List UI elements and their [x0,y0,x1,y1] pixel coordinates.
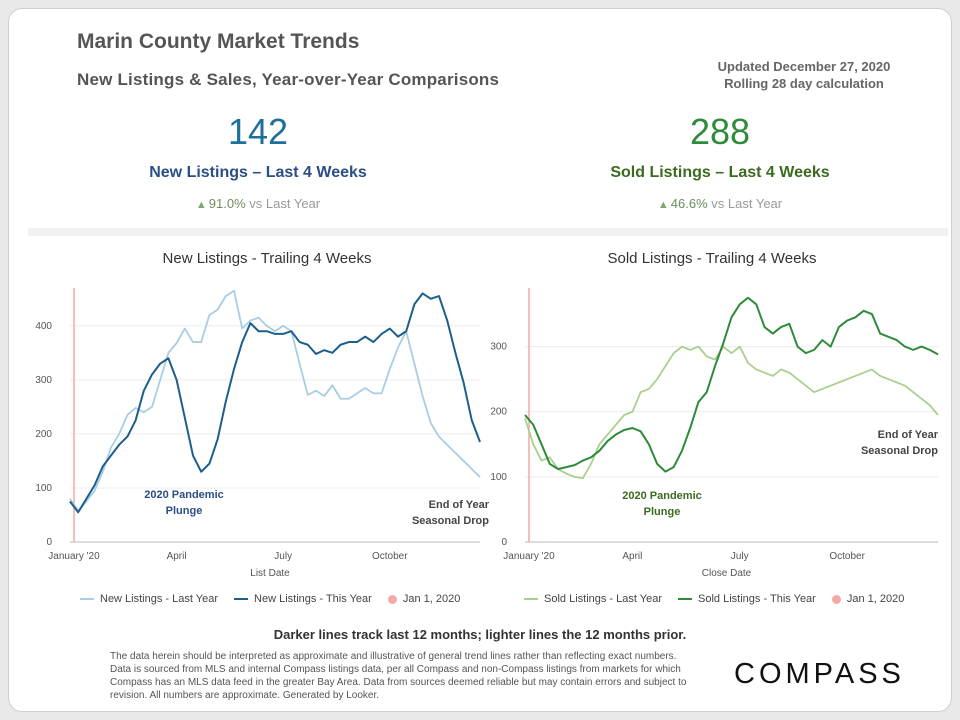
kpi-new-value: 142 [227,111,289,152]
series-line-last-year [69,289,481,512]
legend-label: New Listings - This Year [254,593,372,605]
legend-item-new-last-year[interactable]: New Listings - Last Year [80,593,218,605]
kpi-new-listings: 142 New Listings – Last 4 Weeks ▲ 91.0% v… [98,110,418,211]
x-axis-label: List Date [250,568,290,579]
kpi-sold-change-text: vs Last Year [711,196,783,211]
y-tick-label: 0 [46,537,52,548]
legend-label: Jan 1, 2020 [846,593,905,605]
section-divider [28,228,948,236]
page-subtitle: New Listings & Sales, Year-over-Year Com… [77,70,500,89]
legend-label: New Listings - Last Year [100,593,219,605]
annotation-text: Plunge [644,506,681,518]
sold-listings-chart: 0 100 200 300 January '20 April July October Clo… [490,288,939,579]
annotation-text: Seasonal Drop [861,445,938,457]
update-info: Updated December 27, 2020 Rolling 28 day… [694,58,914,92]
disclaimer: The data herein should be interpreted as… [110,651,687,701]
compass-logo: COMPASS [734,658,905,690]
y-tick-label: 0 [501,537,507,548]
x-axis-label: Close Date [702,568,752,579]
kpi-sold-change-pct: 46.6% [670,196,708,211]
rolling-note: Rolling 28 day calculation [724,76,884,91]
legend-swatch [524,598,538,600]
updated-date: Updated December 27, 2020 [717,59,891,74]
sold-listings-legend: Sold Listings - Last Year Sold Listings … [524,593,904,605]
series-line-this-year [69,292,481,514]
legend-label: Sold Listings - This Year [698,593,816,605]
y-tick-label: 200 [35,429,52,440]
legend-item-sold-last-year[interactable]: Sold Listings - Last Year [524,593,662,605]
series-line-this-year [524,296,939,473]
x-tick-label: April [622,551,642,562]
legend-item-jan-marker[interactable]: Jan 1, 2020 [387,593,461,605]
kpi-new-label: New Listings – Last 4 Weeks [149,164,367,181]
up-triangle-icon: ▲ [657,199,669,211]
legend-swatch [678,598,693,600]
y-tick-label: 300 [35,375,52,386]
kpi-sold-change: ▲ 46.6% vs Last Year [560,196,880,211]
annotation-text: Seasonal Drop [412,515,489,527]
annotation-text: Plunge [166,505,203,517]
new-listings-chart: 0 100 200 300 400 January '20 April July October… [35,288,490,579]
page-title: Marin County Market Trends [77,30,360,53]
legend-dot [387,594,397,604]
annotation-text: 2020 Pandemic [144,489,224,501]
kpi-sold-value: 288 [689,111,751,152]
footer-note: Darker lines track last 12 months; light… [273,627,687,642]
x-tick-label: October [372,551,408,562]
legend-swatch [234,598,249,600]
new-listings-chart-title: New Listings - Trailing 4 Weeks [162,250,372,267]
legend-label: Sold Listings - Last Year [544,593,663,605]
legend-label: Jan 1, 2020 [402,593,461,605]
legend-item-new-this-year[interactable]: New Listings - This Year [234,593,372,605]
kpi-new-change-text: vs Last Year [249,196,321,211]
legend-item-jan-marker-sold[interactable]: Jan 1, 2020 [831,593,905,605]
annotation-text: 2020 Pandemic [622,490,702,502]
annotation-text: End of Year [429,499,490,511]
kpi-new-change-pct: 91.0% [208,196,246,211]
kpi-sold-listings: 288 Sold Listings – Last 4 Weeks ▲ 46.6% … [560,110,880,211]
legend-dot [831,594,841,604]
kpi-new-change: ▲ 91.0% vs Last Year [98,196,418,211]
y-tick-label: 100 [490,472,507,483]
legend-swatch [80,598,94,600]
x-tick-label: July [731,551,749,562]
y-tick-label: 100 [35,483,52,494]
x-tick-label: October [829,551,865,562]
sold-listings-chart-title: Sold Listings - Trailing 4 Weeks [607,250,817,267]
x-tick-label: April [167,551,187,562]
y-tick-label: 200 [490,407,507,418]
up-triangle-icon: ▲ [195,199,207,211]
x-tick-label: July [274,551,292,562]
annotation-text: End of Year [878,429,939,441]
kpi-sold-label: Sold Listings – Last 4 Weeks [610,164,830,181]
new-listings-legend: New Listings - Last Year New Listings - … [80,593,460,605]
x-tick-label: January '20 [48,551,100,562]
y-tick-label: 400 [35,321,52,332]
legend-item-sold-this-year[interactable]: Sold Listings - This Year [678,593,816,605]
series-line-last-year [524,345,939,480]
y-tick-label: 300 [490,342,507,353]
x-tick-label: January '20 [503,551,555,562]
